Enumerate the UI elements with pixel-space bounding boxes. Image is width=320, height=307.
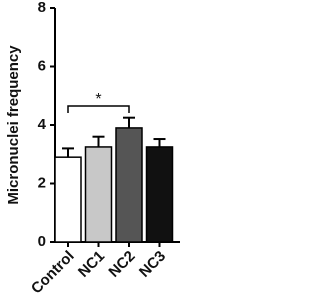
bar xyxy=(115,127,143,243)
chart: Micronuclei frequency 0 2 4 6 8 ControlNC1NC2… xyxy=(5,0,180,298)
significance-label: * xyxy=(95,91,101,108)
x-tick-label: NC2 xyxy=(105,248,138,281)
y-tick-label: 4 xyxy=(38,116,47,133)
bar xyxy=(54,156,82,243)
y-tick-label: 6 xyxy=(38,57,46,74)
bar xyxy=(145,146,174,243)
x-tick-label: Control xyxy=(28,248,78,298)
significance-bracket xyxy=(67,105,130,113)
y-axis-label: Micronuclei frequency xyxy=(5,45,22,205)
bar xyxy=(84,146,113,243)
x-tick-label: NC1 xyxy=(75,248,108,281)
y-tick-label: 0 xyxy=(38,233,46,250)
y-tick-label: 2 xyxy=(38,174,46,191)
y-tick-label: 8 xyxy=(38,0,46,16)
x-tick-label: NC3 xyxy=(136,248,169,281)
